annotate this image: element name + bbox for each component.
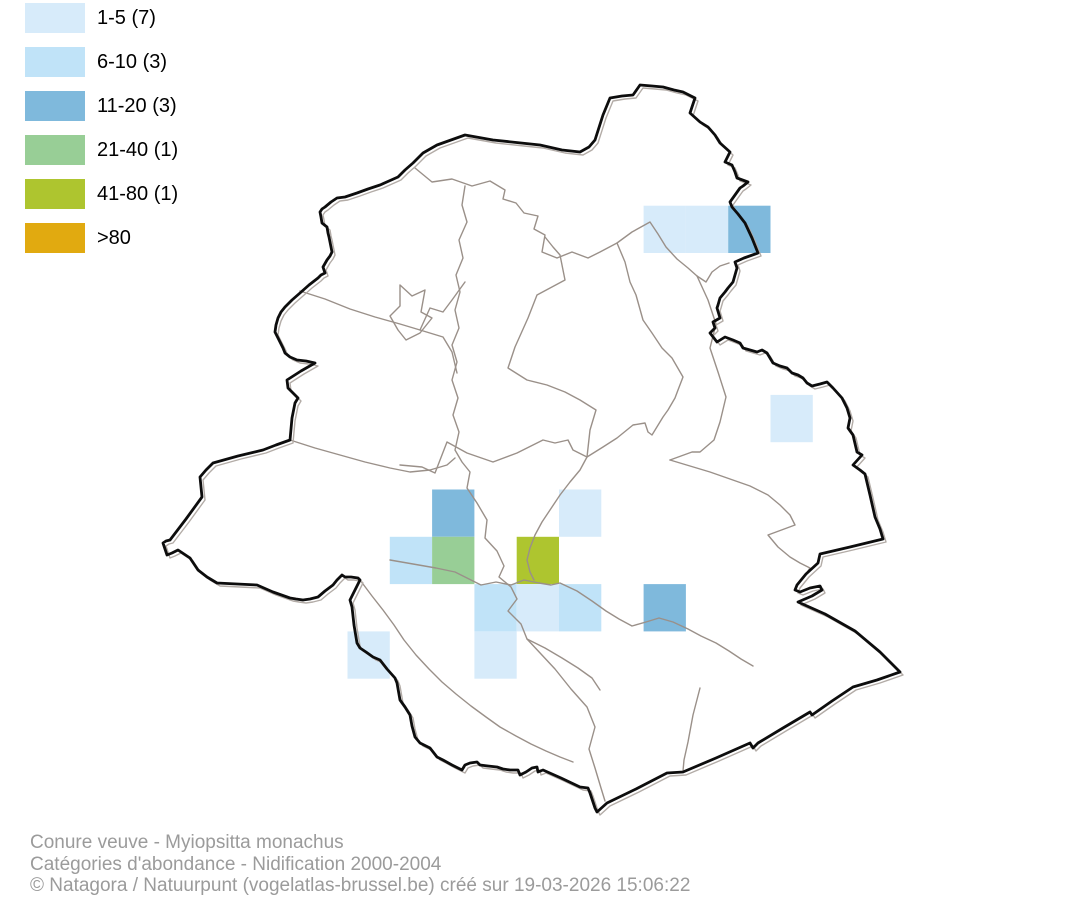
abundance-cell — [389, 536, 433, 585]
abundance-cells — [347, 205, 813, 679]
legend-swatch — [25, 47, 85, 77]
map-footer: Conure veuve - Myiopsitta monachus Catég… — [30, 832, 690, 897]
municipal-boundary-line — [669, 459, 811, 575]
footer-species-line: Conure veuve - Myiopsitta monachus — [30, 832, 344, 853]
legend-label: 11-20 (3) — [97, 94, 177, 117]
legend-row: 21-40 (1) — [25, 135, 178, 165]
municipal-boundary-line — [507, 236, 597, 581]
legend-swatch — [25, 179, 85, 209]
legend-row: 6-10 (3) — [25, 47, 178, 77]
legend-swatch — [25, 3, 85, 33]
region-boundary-shadow — [165, 87, 904, 816]
municipal-boundary-line — [289, 439, 456, 473]
legend-row: 1-5 (7) — [25, 3, 178, 33]
legend-label: 1-5 (7) — [97, 6, 156, 29]
legend-row: 11-20 (3) — [25, 91, 178, 121]
footer-credit-line: © Natagora / Natuurpunt (vogelatlas-brus… — [30, 875, 691, 896]
legend-label: 6-10 (3) — [97, 50, 168, 73]
footer-subtitle-line: Catégories d'abondance - Nidification 20… — [30, 853, 442, 875]
region-boundary — [161, 83, 902, 814]
legend-label: >80 — [97, 226, 131, 249]
abundance-cell — [516, 536, 559, 585]
legend-label: 21-40 (1) — [97, 138, 179, 161]
abundance-cell — [474, 631, 517, 679]
legend-row: 41-80 (1) — [25, 179, 178, 209]
municipal-boundary-line — [389, 559, 754, 667]
abundance-cell — [516, 584, 559, 632]
municipal-boundary-line — [389, 284, 433, 341]
legend: 1-5 (7) 6-10 (3) 11-20 (3) 21-40 (1) 41-80 (… — [25, 3, 178, 267]
legend-label: 41-80 (1) — [97, 182, 179, 205]
municipal-boundary-line — [669, 275, 727, 461]
abundance-cell — [770, 394, 813, 443]
abundance-cell — [432, 536, 475, 585]
municipal-boundary-line — [414, 167, 730, 283]
municipal-boundary-line — [359, 579, 574, 763]
municipal-boundaries — [289, 167, 811, 802]
municipal-boundary-line — [682, 687, 701, 772]
abundance-cell — [432, 489, 475, 537]
abundance-cell — [643, 584, 686, 632]
legend-swatch — [25, 223, 85, 253]
legend-row: >80 — [25, 223, 178, 253]
legend-swatch — [25, 135, 85, 165]
municipal-boundary-line — [526, 638, 601, 691]
abundance-cell — [559, 584, 602, 632]
abundance-cell — [559, 489, 602, 537]
municipal-boundary-line — [299, 290, 458, 374]
legend-swatch — [25, 91, 85, 121]
abundance-cell — [685, 205, 729, 253]
municipal-boundary-line — [451, 185, 606, 802]
municipal-boundary-line — [399, 242, 684, 474]
